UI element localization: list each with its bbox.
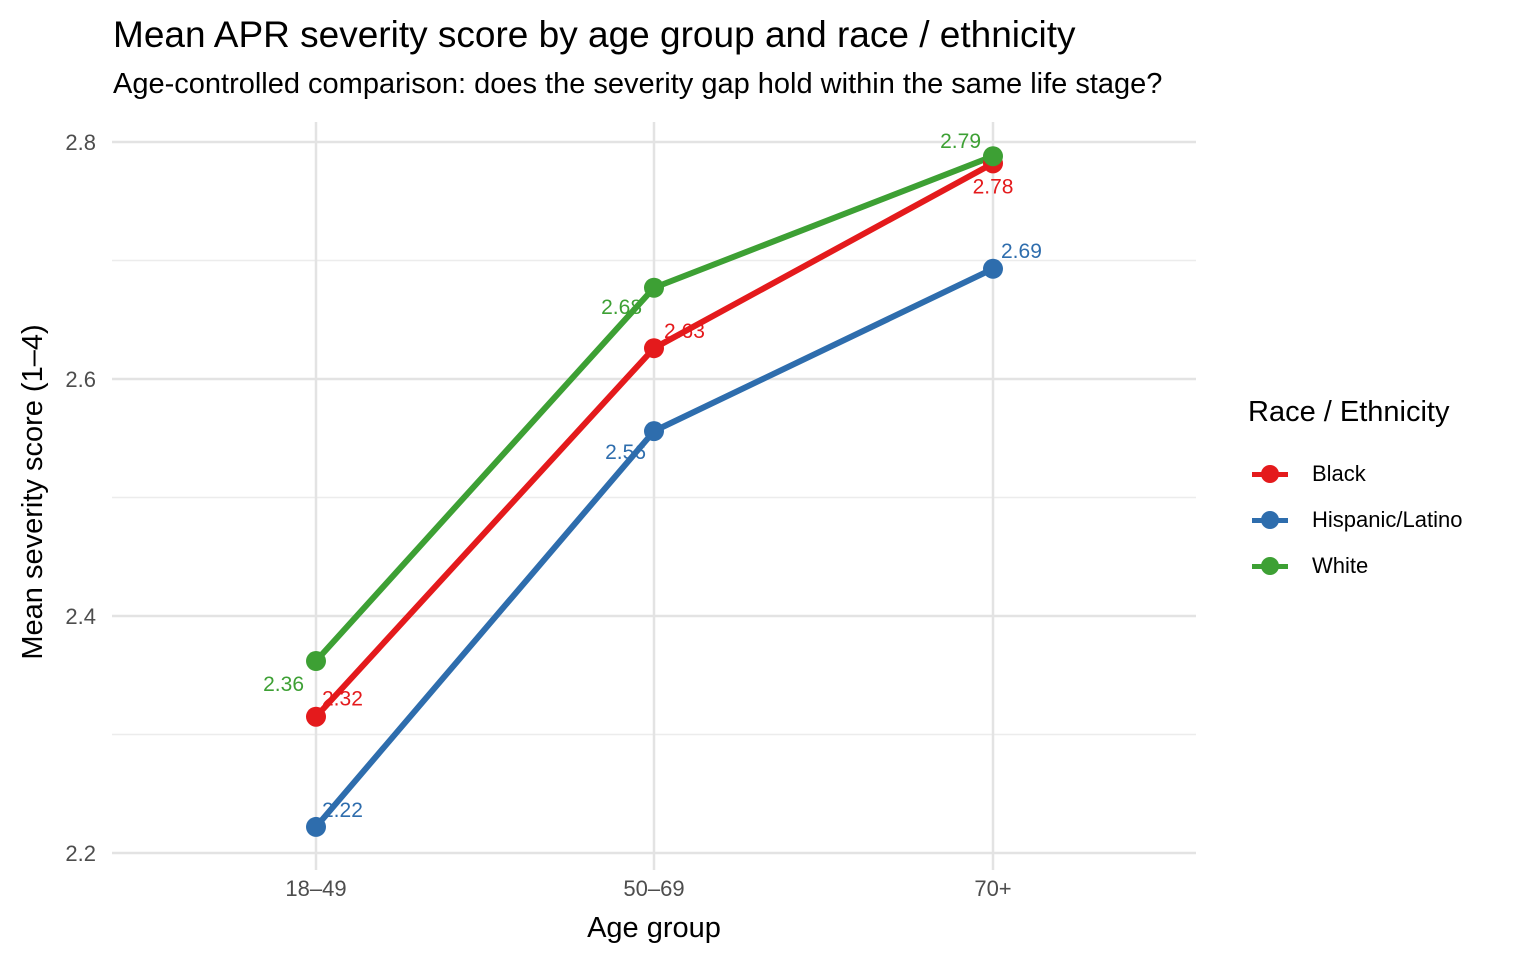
data-label: 2.78	[973, 175, 1014, 198]
x-tick-label: 50–69	[623, 876, 684, 901]
series-points	[306, 146, 1003, 837]
point-labels: 2.32 2.63 2.78 2.22 2.56 2.69 2.36 2.68 2.79	[263, 130, 1042, 822]
data-point	[644, 421, 664, 442]
x-axis-title: Age group	[587, 912, 721, 944]
data-point	[644, 338, 664, 359]
data-point	[306, 651, 326, 672]
chart-title: Mean APR severity score by age group and…	[113, 14, 1076, 55]
gridlines	[112, 122, 1196, 870]
data-point	[306, 706, 326, 727]
legend-label: Hispanic/Latino	[1312, 507, 1463, 532]
legend-label: White	[1312, 553, 1369, 578]
y-axis-title: Mean severity score (1–4)	[17, 324, 49, 659]
legend-item: Hispanic/Latino	[1248, 497, 1462, 543]
data-point	[983, 146, 1003, 167]
data-label: 2.36	[263, 673, 304, 696]
legend-items: Black Hispanic/Latino White	[1248, 451, 1462, 589]
y-tick-label: 2.8	[65, 130, 96, 155]
data-label: 2.63	[664, 320, 705, 343]
data-point	[644, 277, 664, 298]
legend-key	[1248, 462, 1292, 486]
data-label: 2.79	[940, 130, 981, 153]
data-point	[983, 258, 1003, 279]
legend-item: Black	[1248, 451, 1462, 497]
legend-label: Black	[1312, 461, 1366, 486]
data-label: 2.68	[601, 296, 642, 319]
x-tick-labels: 18–49 50–69 70+	[285, 876, 1011, 901]
legend-key	[1248, 554, 1292, 578]
x-tick-label: 18–49	[285, 876, 346, 901]
y-tick-labels: 2.2 2.4 2.6 2.8	[65, 130, 96, 866]
x-tick-label: 70+	[974, 876, 1011, 901]
y-tick-label: 2.4	[65, 604, 96, 629]
y-tick-label: 2.6	[65, 367, 96, 392]
legend-key	[1248, 508, 1292, 532]
data-label: 2.69	[1001, 240, 1042, 263]
data-label: 2.56	[605, 441, 646, 464]
data-label: 2.32	[322, 688, 363, 711]
legend-key-dot	[1261, 511, 1279, 529]
legend-title: Race / Ethnicity	[1248, 396, 1450, 428]
data-point	[306, 816, 326, 837]
data-label: 2.22	[322, 799, 363, 822]
legend-key-dot	[1261, 465, 1279, 483]
legend: Race / Ethnicity Black Hispanic/Latino Whi…	[1248, 396, 1462, 589]
legend-item: White	[1248, 543, 1462, 589]
legend-key-dot	[1261, 557, 1279, 575]
y-tick-label: 2.2	[65, 841, 96, 866]
chart-subtitle: Age-controlled comparison: does the seve…	[113, 68, 1163, 100]
